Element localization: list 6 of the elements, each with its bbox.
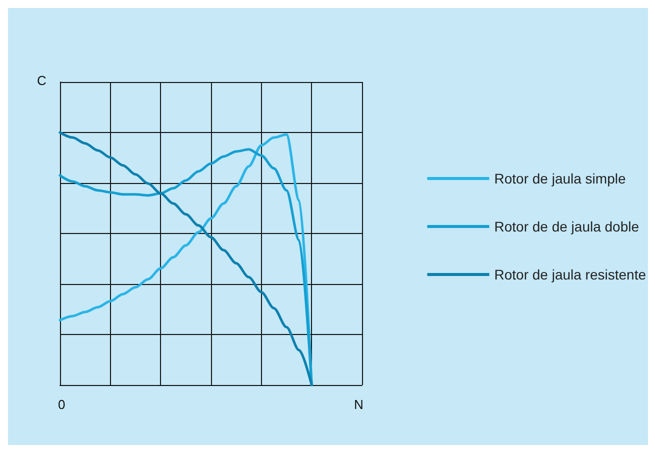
- x-axis-title: N: [354, 397, 364, 412]
- legend-label: Rotor de jaula resistente: [494, 266, 646, 282]
- y-axis-title: C: [37, 73, 46, 88]
- legend-label: Rotor de de jaula doble: [494, 218, 640, 234]
- text: 0: [58, 397, 66, 412]
- legend-label: Rotor de jaula simple: [494, 170, 626, 186]
